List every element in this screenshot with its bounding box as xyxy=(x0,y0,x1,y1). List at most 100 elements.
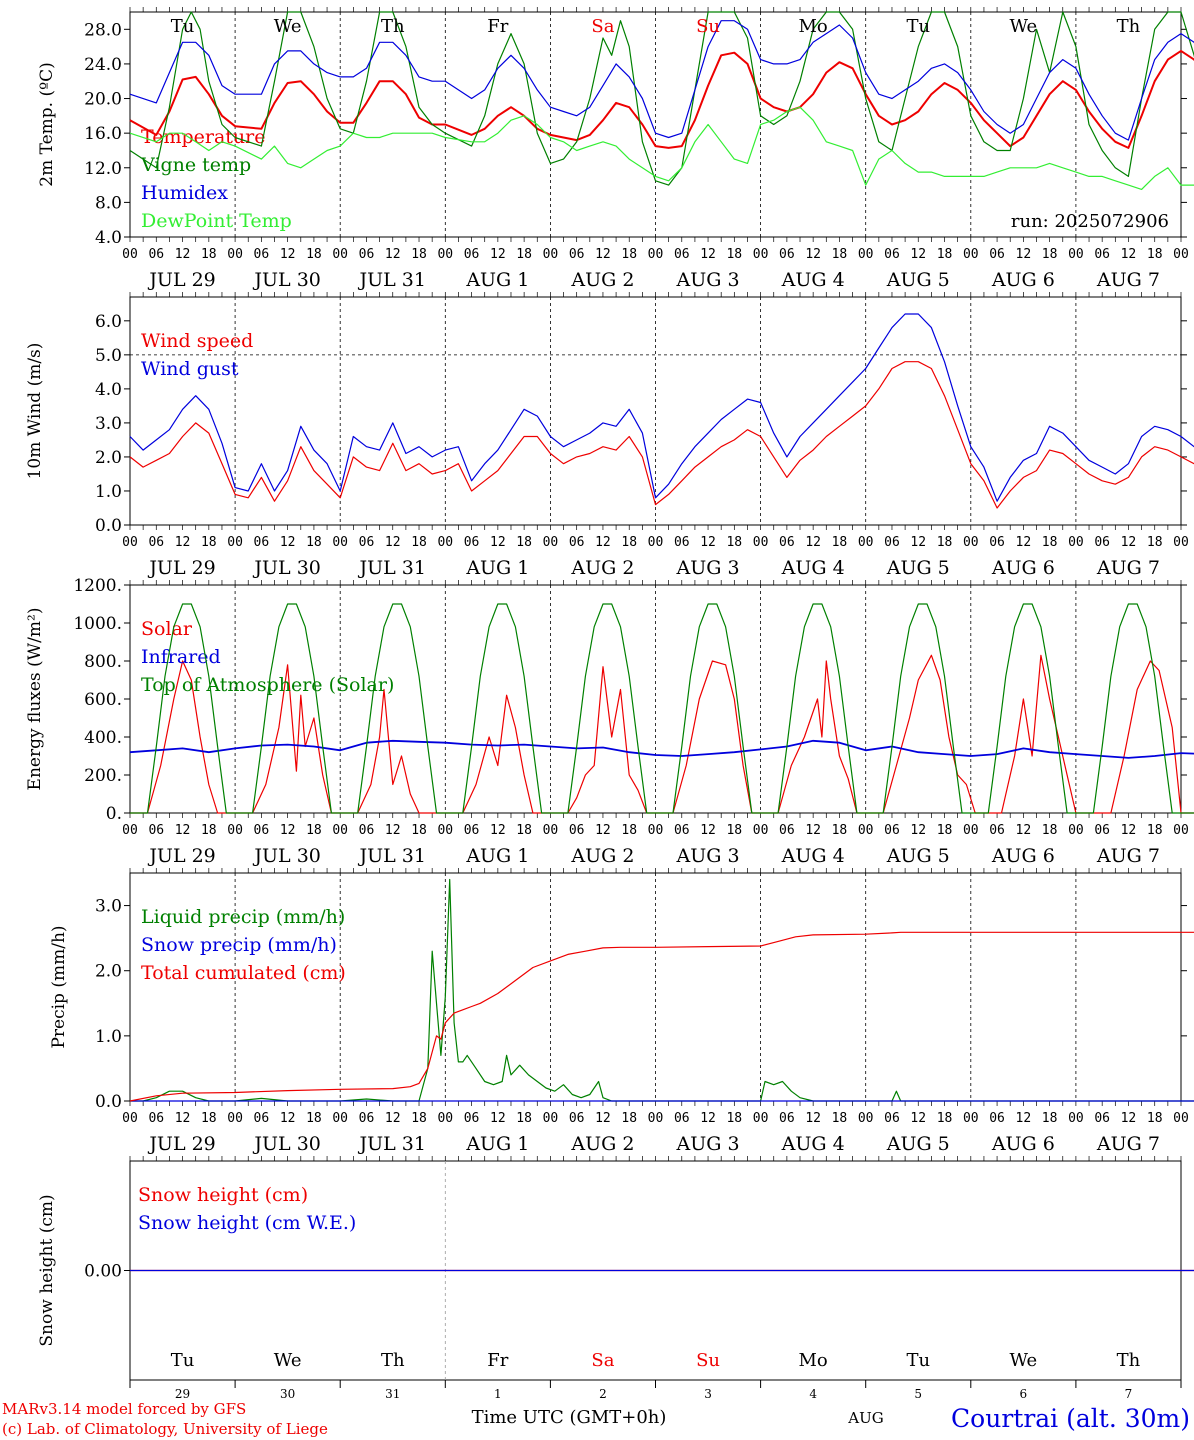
series-line xyxy=(129,20,1194,141)
weekday-label-top: We xyxy=(274,16,302,37)
hour-tick-label: 12 xyxy=(595,535,611,550)
series-line xyxy=(130,603,1194,814)
y-tick-label: 20.0 xyxy=(84,90,122,110)
hour-tick-label: 00 xyxy=(1068,1111,1084,1126)
hour-tick-label: 00 xyxy=(122,823,138,838)
date-label: AUG 5 xyxy=(886,1133,950,1155)
hour-tick-label: 18 xyxy=(201,1111,217,1126)
y-tick-label: 2.0 xyxy=(95,962,122,982)
weekday-label-top: Th xyxy=(1117,16,1141,37)
month-label: AUG xyxy=(847,1409,883,1427)
hour-tick-label: 06 xyxy=(254,823,270,838)
hour-tick-label: 18 xyxy=(832,823,848,838)
y-tick-label: 600. xyxy=(84,690,122,710)
day-number: 31 xyxy=(385,1387,400,1401)
date-label: JUL 29 xyxy=(147,557,215,579)
legend-entry: Wind speed xyxy=(141,330,253,352)
date-label: AUG 2 xyxy=(570,1133,634,1155)
date-label: AUG 7 xyxy=(1096,269,1160,291)
series-line xyxy=(129,49,1194,149)
legend-entry: Total cumulated (cm) xyxy=(141,962,346,984)
weekday-label-bottom: Mo xyxy=(799,1350,828,1371)
date-label: AUG 7 xyxy=(1096,845,1160,867)
hour-tick-label: 06 xyxy=(569,535,585,550)
date-label: AUG 4 xyxy=(781,269,845,291)
date-label: AUG 5 xyxy=(886,557,950,579)
legend-entry: Humidex xyxy=(141,182,228,204)
hour-tick-label: 12 xyxy=(175,823,191,838)
y-axis-label: Snow height (cm) xyxy=(37,1194,57,1346)
weekday-label-bottom: Sa xyxy=(591,1350,614,1371)
hour-tick-label: 00 xyxy=(122,535,138,550)
hour-tick-label: 12 xyxy=(1016,1111,1032,1126)
hour-tick-label: 00 xyxy=(1173,823,1189,838)
y-tick-label: 4.0 xyxy=(95,380,122,400)
day-number: 29 xyxy=(175,1387,190,1401)
hour-tick-label: 06 xyxy=(989,823,1005,838)
date-label: AUG 6 xyxy=(991,1133,1055,1155)
hour-tick-label: 00 xyxy=(543,247,559,262)
hour-tick-label: 18 xyxy=(832,535,848,550)
hour-tick-label: 00 xyxy=(437,535,453,550)
panel-1: 4.0 8.0 12.0 16.0 20.0 24.0 28.0 2m Temp. (ºC) 0… xyxy=(37,7,1194,291)
hour-tick-label: 00 xyxy=(858,535,874,550)
hour-tick-label: 06 xyxy=(254,247,270,262)
hour-tick-label: 06 xyxy=(884,1111,900,1126)
panel-2: 0.0 1.0 2.0 3.0 4.0 5.0 6.0 10m Wind (m/s) 00 06 1… xyxy=(25,292,1194,579)
run-label: run: 2025072906 xyxy=(1011,211,1169,232)
legend-entry: Snow height (cm W.E.) xyxy=(138,1212,356,1234)
hour-tick-label: 12 xyxy=(490,823,506,838)
weekday-label-bottom: Su xyxy=(696,1350,720,1371)
hour-tick-label: 06 xyxy=(779,823,795,838)
y-tick-label: 0.0 xyxy=(95,1092,122,1112)
hour-tick-label: 18 xyxy=(1042,1111,1058,1126)
hour-tick-label: 06 xyxy=(1094,247,1110,262)
hour-tick-label: 06 xyxy=(989,247,1005,262)
hour-tick-label: 00 xyxy=(227,1111,243,1126)
hour-tick-label: 18 xyxy=(1147,247,1163,262)
date-label: AUG 1 xyxy=(465,845,529,867)
hour-tick-label: 12 xyxy=(700,1111,716,1126)
hour-tick-label: 18 xyxy=(1042,247,1058,262)
date-label: JUL 31 xyxy=(358,557,426,579)
series-line xyxy=(129,361,1194,509)
date-label: AUG 7 xyxy=(1096,557,1160,579)
hour-tick-label: 12 xyxy=(595,823,611,838)
weekday-label-bottom: Th xyxy=(381,1350,405,1371)
hour-tick-label: 18 xyxy=(832,247,848,262)
date-label: JUL 29 xyxy=(147,269,215,291)
date-label: AUG 6 xyxy=(991,269,1055,291)
hour-tick-label: 00 xyxy=(437,1111,453,1126)
hour-tick-label: 18 xyxy=(726,535,742,550)
legend-entry: Snow precip (mm/h) xyxy=(141,934,337,956)
weekday-label-top: Su xyxy=(696,16,720,37)
hour-tick-label: 00 xyxy=(858,823,874,838)
hour-tick-label: 12 xyxy=(805,1111,821,1126)
hour-tick-label: 12 xyxy=(1016,247,1032,262)
y-tick-label: 28.0 xyxy=(84,20,122,40)
hour-tick-label: 06 xyxy=(148,247,164,262)
hour-tick-label: 06 xyxy=(884,823,900,838)
series-line xyxy=(129,931,1194,1102)
hour-tick-label: 18 xyxy=(832,1111,848,1126)
hour-tick-label: 12 xyxy=(910,823,926,838)
hour-tick-label: 00 xyxy=(543,1111,559,1126)
hour-tick-label: 12 xyxy=(910,535,926,550)
hour-tick-label: 06 xyxy=(779,247,795,262)
hour-tick-label: 06 xyxy=(674,535,690,550)
hour-tick-label: 18 xyxy=(516,535,532,550)
hour-tick-label: 18 xyxy=(937,1111,953,1126)
panel-5: 0.00 Snow height (cm) Snow height (cm) Snow… xyxy=(37,1156,1194,1381)
weekday-label-top: Mo xyxy=(799,16,828,37)
hour-tick-label: 18 xyxy=(1147,1111,1163,1126)
hour-tick-label: 06 xyxy=(359,247,375,262)
hour-tick-label: 00 xyxy=(1173,535,1189,550)
hour-tick-label: 18 xyxy=(306,535,322,550)
hour-tick-label: 12 xyxy=(490,1111,506,1126)
legend-entry: Infrared xyxy=(141,646,221,668)
model-credit-1: MARv3.14 model forced by GFS xyxy=(2,1400,246,1418)
hour-tick-label: 18 xyxy=(937,535,953,550)
x-axis-label: Time UTC (GMT+0h) xyxy=(472,1407,667,1428)
series-line xyxy=(129,11,1194,186)
hour-tick-label: 00 xyxy=(437,823,453,838)
